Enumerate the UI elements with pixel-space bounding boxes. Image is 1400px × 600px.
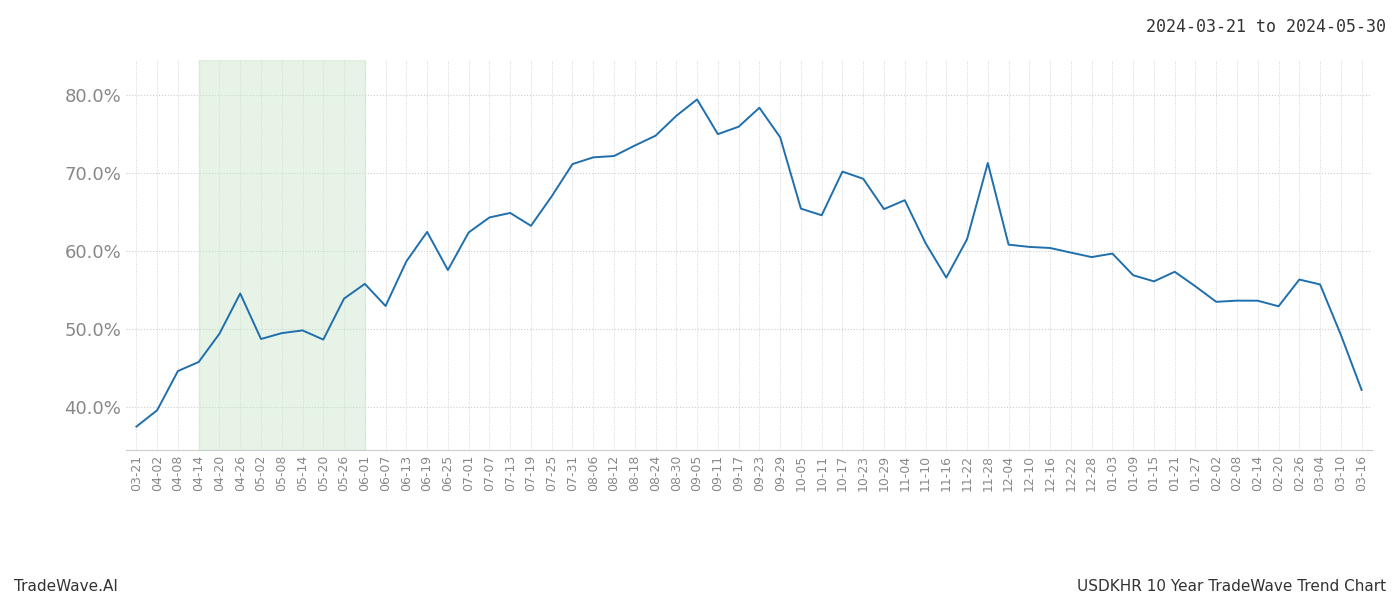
- Text: USDKHR 10 Year TradeWave Trend Chart: USDKHR 10 Year TradeWave Trend Chart: [1077, 579, 1386, 594]
- Text: 2024-03-21 to 2024-05-30: 2024-03-21 to 2024-05-30: [1147, 18, 1386, 36]
- Bar: [199, 60, 365, 450]
- Text: TradeWave.AI: TradeWave.AI: [14, 579, 118, 594]
